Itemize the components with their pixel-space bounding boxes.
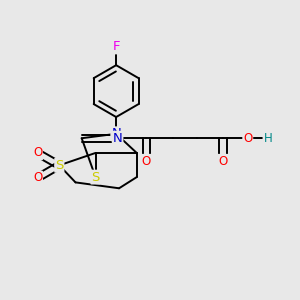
Text: S: S	[91, 171, 100, 184]
Text: N: N	[113, 132, 122, 145]
Text: O: O	[33, 146, 42, 159]
Text: O: O	[218, 155, 228, 168]
Text: S: S	[55, 159, 64, 172]
Text: O: O	[243, 132, 252, 145]
Text: H: H	[263, 132, 272, 145]
Text: N: N	[111, 127, 121, 140]
Text: O: O	[142, 155, 151, 168]
Text: F: F	[112, 40, 120, 53]
Text: O: O	[33, 172, 42, 184]
